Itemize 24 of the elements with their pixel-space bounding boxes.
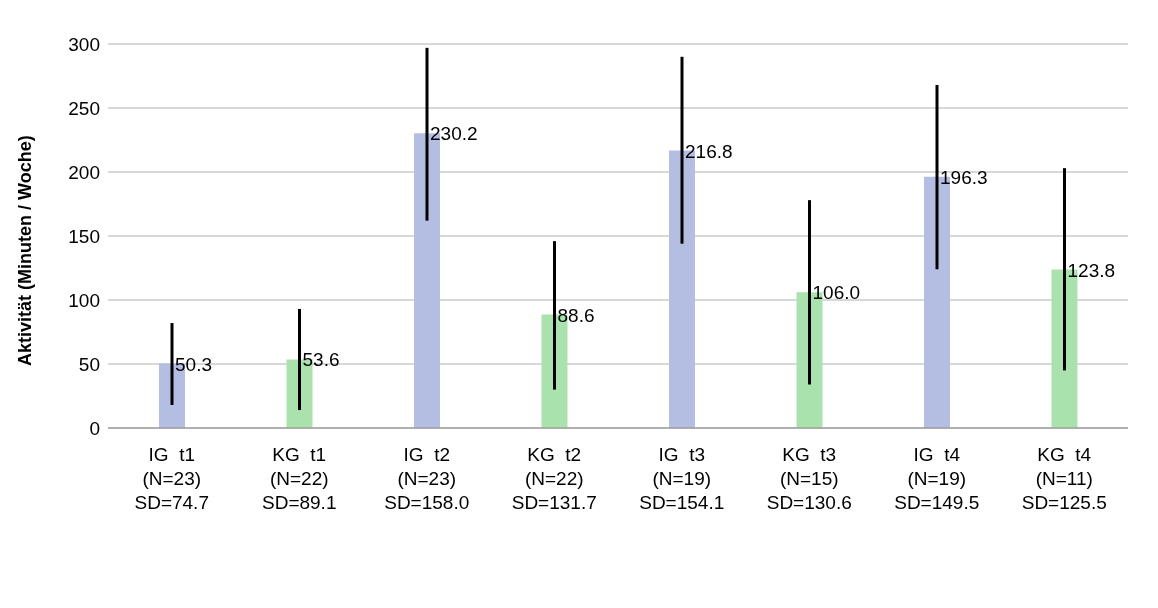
data-label: 53.6: [302, 349, 340, 371]
x-tick-label: IG t2 (N=23) SD=158.0: [384, 444, 470, 513]
x-tick-label: KG t3 (N=15) SD=130.6: [766, 444, 852, 513]
x-tick-label: IG t1 (N=23) SD=74.7: [134, 444, 209, 513]
y-tick-label: 100: [68, 289, 100, 311]
y-tick-label: 300: [68, 33, 100, 55]
data-label: 88.6: [557, 304, 595, 326]
y-tick-label: 50: [78, 353, 100, 375]
data-label: 123.8: [1067, 259, 1116, 281]
data-label: 230.2: [430, 123, 478, 145]
y-axis-title: Aktivität (Minuten / Woche): [15, 135, 36, 366]
x-tick-label: KG t1 (N=22) SD=89.1: [262, 444, 337, 513]
y-tick-label: 0: [89, 417, 100, 439]
x-tick-label: IG t4 (N=19) SD=149.5: [894, 444, 980, 513]
x-tick-label: KG t4 (N=11) SD=125.5: [1021, 444, 1107, 513]
x-tick-label: KG t2 (N=22) SD=131.7: [511, 444, 597, 513]
data-label: 50.3: [175, 353, 212, 375]
data-label: 216.8: [685, 140, 733, 162]
y-tick-label: 250: [68, 97, 100, 119]
data-label: 106.0: [812, 282, 861, 304]
y-tick-label: 200: [68, 161, 100, 183]
x-tick-label: IG t3 (N=19) SD=154.1: [639, 444, 725, 513]
y-tick-label: 150: [68, 225, 100, 247]
data-label: 196.3: [940, 166, 988, 188]
